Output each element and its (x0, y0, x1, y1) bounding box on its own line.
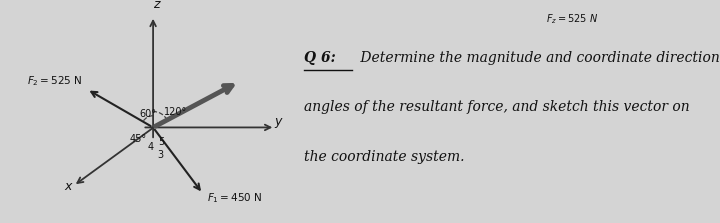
Text: 60°: 60° (139, 109, 156, 119)
Text: y: y (275, 115, 282, 128)
Text: $F_1 = 450$ N: $F_1 = 450$ N (207, 191, 263, 205)
Text: 120°: 120° (163, 107, 187, 117)
Text: 5: 5 (158, 138, 164, 147)
Text: angles of the resultant force, and sketch this vector on: angles of the resultant force, and sketc… (304, 101, 689, 114)
Text: the coordinate system.: the coordinate system. (304, 150, 464, 163)
Text: 3: 3 (157, 150, 163, 160)
Text: x: x (65, 180, 72, 193)
Text: 45°: 45° (130, 134, 147, 144)
Text: Determine the magnitude and coordinate direction: Determine the magnitude and coordinate d… (356, 52, 719, 65)
Text: z: z (153, 0, 160, 12)
Text: $F_z = 525$ N: $F_z = 525$ N (546, 12, 598, 26)
Text: $F_2 = 525$ N: $F_2 = 525$ N (27, 74, 83, 88)
Text: Q 6:: Q 6: (304, 52, 336, 65)
Text: 4: 4 (148, 142, 153, 152)
